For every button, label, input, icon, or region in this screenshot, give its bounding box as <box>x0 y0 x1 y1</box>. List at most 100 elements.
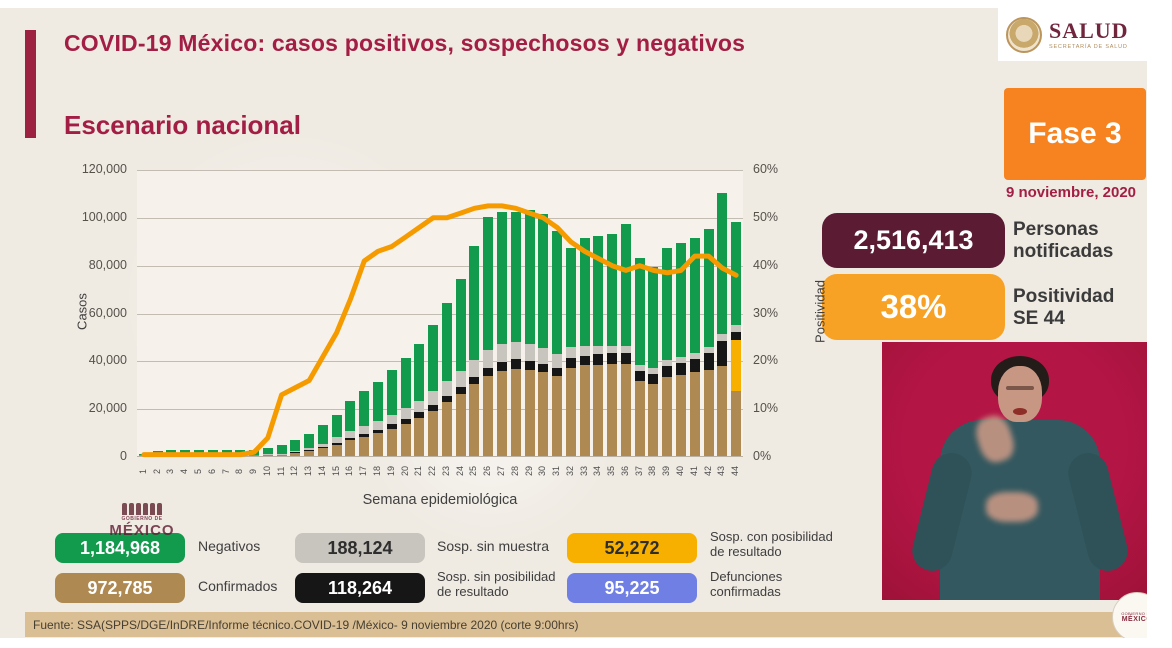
bar-segment <box>386 424 397 429</box>
bar-segment <box>579 365 590 456</box>
x-tick: 36 <box>619 466 630 477</box>
bar-segment <box>662 247 673 361</box>
bar-week-14 <box>317 424 328 456</box>
bar-week-29 <box>524 209 535 456</box>
bar-segment <box>290 452 301 454</box>
bar-segment <box>400 357 411 409</box>
bar-segment <box>386 428 397 456</box>
bar-segment <box>441 381 452 396</box>
salud-logo: SALUD SECRETARÍA DE SALUD <box>998 8 1147 61</box>
bar-week-23 <box>441 302 452 456</box>
salud-tagline: SECRETARÍA DE SALUD <box>1049 43 1128 50</box>
bar-segment <box>731 340 742 392</box>
y-tick-left: 100,000 <box>81 209 127 224</box>
gridline <box>137 409 743 411</box>
y-tick-right: 50% <box>753 209 779 224</box>
y-tick-left: 80,000 <box>88 257 127 272</box>
legend-badge-sosp-sin-muestra: 188,124 <box>295 533 425 563</box>
x-tick: 30 <box>537 466 548 477</box>
bar-segment <box>538 372 549 456</box>
bar-segment <box>538 363 549 373</box>
bar-week-37 <box>634 257 645 456</box>
positivity-line <box>141 203 739 458</box>
y-tick-right: 60% <box>753 162 779 176</box>
bar-week-20 <box>400 357 411 456</box>
bar-segment <box>428 324 439 392</box>
bar-segment <box>428 391 439 405</box>
bar-segment <box>634 380 645 456</box>
bar-segment <box>276 444 287 454</box>
bar-segment <box>538 348 549 364</box>
bar-segment <box>579 238 590 346</box>
bar-segment <box>359 426 370 435</box>
x-tick: 13 <box>303 466 314 477</box>
bar-segment <box>524 369 535 456</box>
bar-segment <box>400 418 411 424</box>
x-tick: 33 <box>578 466 589 477</box>
bar-week-30 <box>538 214 549 456</box>
bar-segment <box>441 402 452 456</box>
eagle-emblem-icon <box>1006 16 1042 53</box>
bar-segment <box>565 367 576 456</box>
bar-segment <box>676 243 687 357</box>
bar-segment <box>304 450 315 452</box>
y-tick-left: 40,000 <box>88 353 127 368</box>
bar-week-21 <box>414 343 425 456</box>
bar-week-32 <box>565 247 576 456</box>
y-tick-right: 40% <box>753 257 779 272</box>
bar-segment <box>414 417 425 456</box>
bar-segment <box>524 360 535 370</box>
interpreter-brow <box>1006 386 1034 390</box>
bar-segment <box>731 324 742 332</box>
bar-segment <box>331 437 342 443</box>
bar-segment <box>386 414 397 425</box>
bar-segment <box>565 247 576 348</box>
x-tick: 38 <box>647 466 658 477</box>
x-tick: 18 <box>372 466 383 477</box>
report-date: 9 noviembre, 2020 <box>1005 184 1137 201</box>
bar-segment <box>703 353 714 370</box>
bar-segment <box>441 302 452 382</box>
x-tick: 39 <box>661 466 672 477</box>
bar-segment <box>510 359 521 369</box>
interpreter-mouth <box>1013 408 1027 415</box>
bar-segment <box>276 454 287 456</box>
x-tick: 12 <box>289 466 300 477</box>
bar-week-10 <box>262 448 273 456</box>
x-tick: 1 <box>137 468 148 474</box>
bar-segment <box>441 395 452 403</box>
bar-segment <box>414 412 425 418</box>
x-tick: 34 <box>592 466 603 477</box>
x-tick: 37 <box>633 466 644 477</box>
bar-week-43 <box>717 192 728 456</box>
y-axis-right-title: Positividad <box>812 280 828 343</box>
bar-week-17 <box>359 391 370 456</box>
bar-segment <box>607 233 618 346</box>
bar-week-38 <box>648 267 659 456</box>
bar-segment <box>496 212 507 345</box>
bar-week-22 <box>428 324 439 456</box>
x-tick: 17 <box>358 466 369 477</box>
gridline <box>137 313 743 315</box>
x-tick: 9 <box>248 468 259 474</box>
salud-wordmark: SALUD <box>1049 17 1129 43</box>
bar-segment <box>359 391 370 427</box>
bar-segment <box>717 341 728 367</box>
bar-week-31 <box>552 231 563 456</box>
bar-week-26 <box>483 216 494 456</box>
x-tick: 5 <box>192 468 203 474</box>
bar-segment <box>634 365 645 372</box>
x-tick: 35 <box>606 466 617 477</box>
x-tick: 31 <box>551 466 562 477</box>
bar-segment <box>662 366 673 378</box>
x-tick: 26 <box>482 466 493 477</box>
bar-segment <box>262 455 273 456</box>
bar-segment <box>676 356 687 363</box>
x-tick: 23 <box>440 466 451 477</box>
bar-segment <box>483 375 494 456</box>
bar-segment <box>620 346 631 354</box>
bar-segment <box>290 453 301 456</box>
bar-segment <box>689 359 700 373</box>
bar-segment <box>662 377 673 456</box>
bar-segment <box>593 346 604 355</box>
